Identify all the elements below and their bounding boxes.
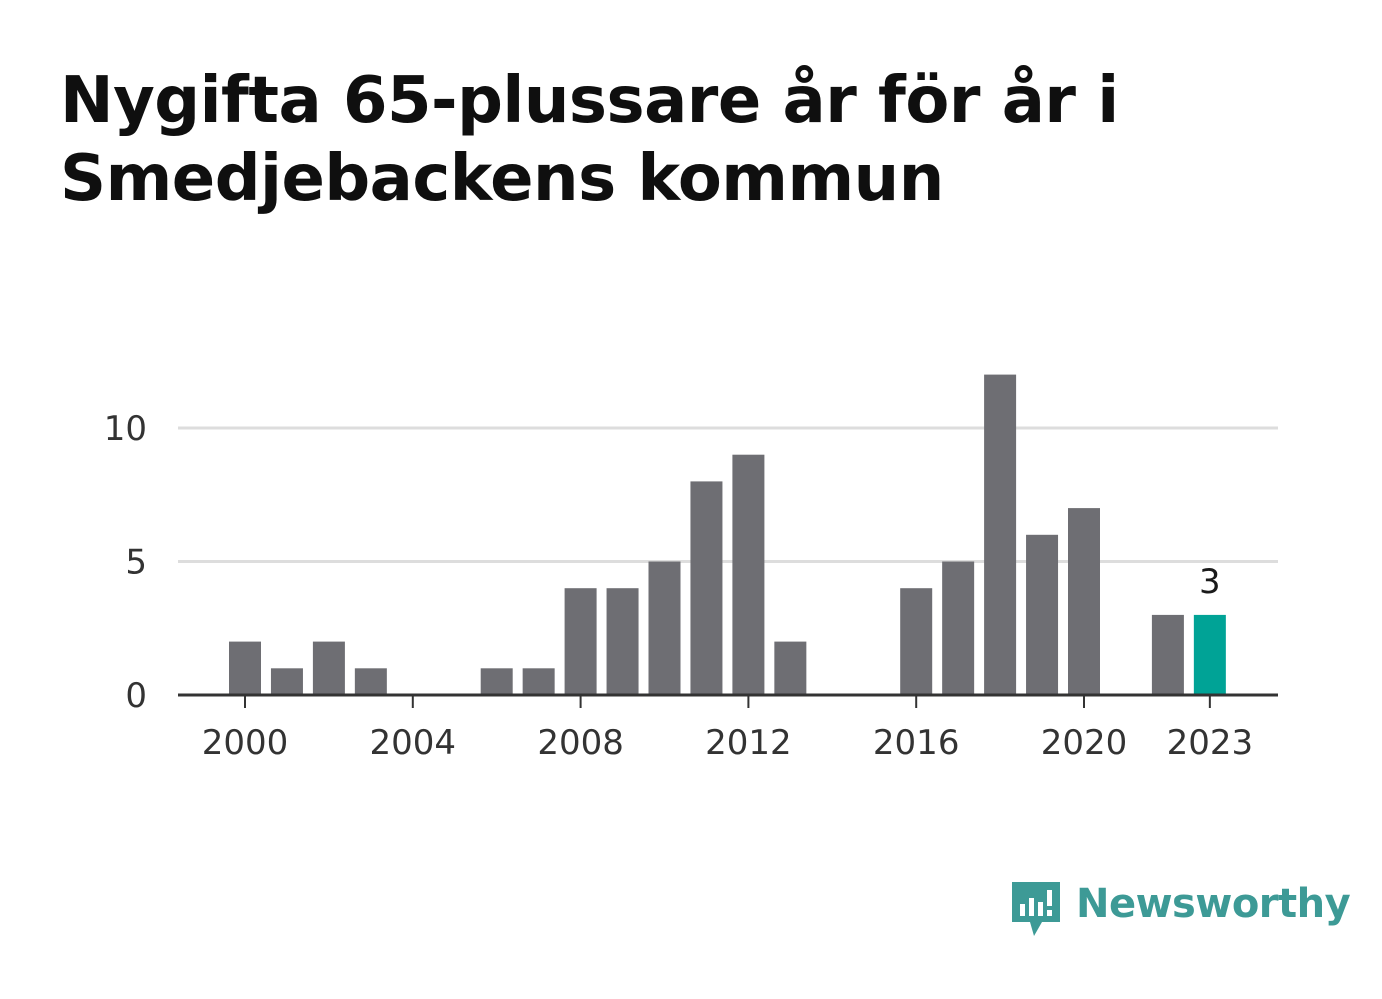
bar-2022 <box>1151 614 1184 695</box>
x-tick-label-2000: 2000 <box>202 723 289 763</box>
bar-2023 <box>1193 614 1226 695</box>
bar-2016 <box>900 588 933 695</box>
x-tick-label-2008: 2008 <box>537 723 624 763</box>
bar-2009 <box>606 588 639 695</box>
bar-2000 <box>229 641 261 695</box>
x-tick-label-2004: 2004 <box>370 723 457 763</box>
y-axis-ticks: 0 5 10 <box>104 409 147 716</box>
bars <box>229 374 1226 695</box>
newsworthy-brand: Newsworthy <box>1010 878 1351 940</box>
x-axis-ticks: 2000 2004 2008 2012 2016 2020 2023 <box>202 695 1253 763</box>
bar-2017 <box>942 561 975 695</box>
bar-2013 <box>774 641 807 695</box>
x-tick-label-2016: 2016 <box>873 723 960 763</box>
data-label-2023: 3 <box>1199 562 1221 602</box>
y-tick-label-10: 10 <box>104 409 147 449</box>
gridlines <box>178 426 1278 563</box>
bar-2002 <box>312 641 345 695</box>
bar-2003 <box>354 668 387 695</box>
bar-2019 <box>1026 534 1059 695</box>
bar-2020 <box>1068 508 1100 695</box>
x-tick-label-2012: 2012 <box>705 723 792 763</box>
bar-2001 <box>270 668 303 695</box>
x-tick-label-2020: 2020 <box>1041 723 1128 763</box>
y-tick-label-5: 5 <box>125 543 147 583</box>
bar-2010 <box>648 561 681 695</box>
chart-title: Nygifta 65-plussare år för år i Smedjeba… <box>60 64 1119 216</box>
bar-2007 <box>522 668 555 695</box>
bar-2011 <box>690 481 723 695</box>
data-labels: 3 <box>1199 562 1221 602</box>
bar-2006 <box>480 668 513 695</box>
bar-2008 <box>564 588 597 695</box>
y-tick-label-0: 0 <box>125 676 147 716</box>
bar-2018 <box>984 374 1017 695</box>
x-tick-label-2023: 2023 <box>1167 723 1254 763</box>
newsworthy-logo-icon <box>1012 882 1060 936</box>
brand-name: Newsworthy <box>1076 881 1351 927</box>
bar-2012 <box>732 454 765 695</box>
